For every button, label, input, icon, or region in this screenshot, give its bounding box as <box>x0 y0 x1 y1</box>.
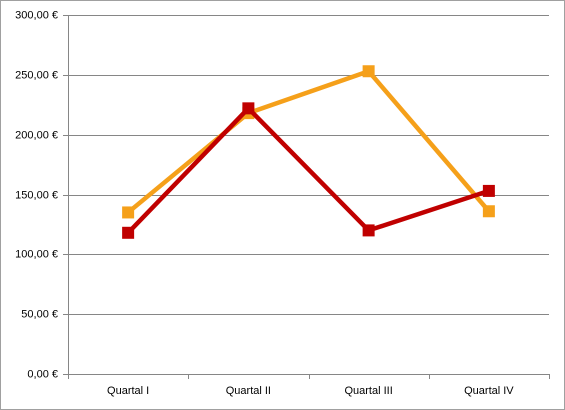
marker <box>362 224 375 237</box>
x-tick-label: Quartal II <box>226 385 271 397</box>
marker <box>122 206 135 219</box>
x-tick-label: Quartal III <box>344 385 392 397</box>
x-tick-label: Quartal IV <box>464 385 514 397</box>
series-line <box>126 68 491 215</box>
marker <box>482 205 495 218</box>
y-tick-label: 200,00 € <box>15 129 58 141</box>
series-line <box>126 106 490 235</box>
y-tick-label: 50,00 € <box>21 308 58 320</box>
marker <box>242 102 255 115</box>
marker <box>482 184 495 197</box>
y-tick-label: 100,00 € <box>15 248 58 260</box>
marker <box>122 226 135 239</box>
y-tick-label: 0,00 € <box>27 368 58 380</box>
marker <box>362 65 375 78</box>
x-tick-label: Quartal I <box>107 385 149 397</box>
y-tick-label: 250,00 € <box>15 69 58 81</box>
y-tick-label: 300,00 € <box>15 9 58 21</box>
y-tick-label: 150,00 € <box>15 189 58 201</box>
